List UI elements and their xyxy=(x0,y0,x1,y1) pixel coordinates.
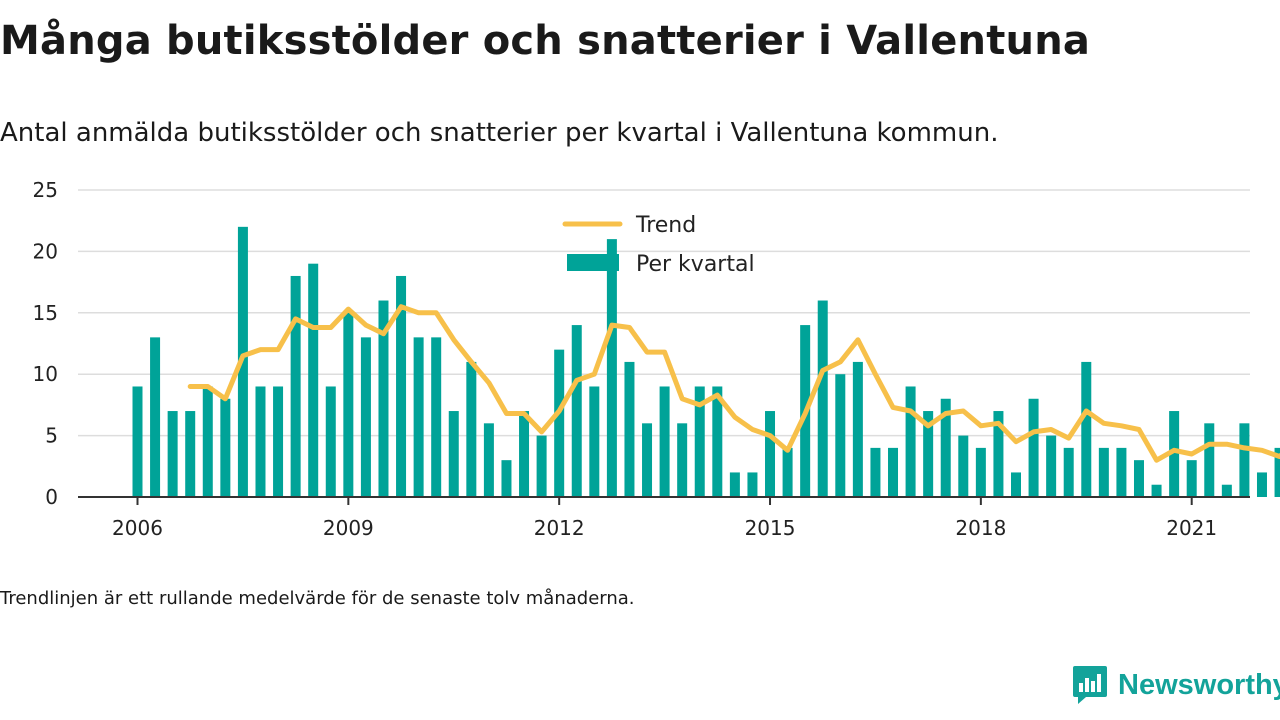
x-tick-label: 2012 xyxy=(534,516,585,540)
x-tick-label: 2021 xyxy=(1166,516,1217,540)
y-tick-label: 10 xyxy=(33,362,58,386)
bar xyxy=(589,386,600,497)
bar xyxy=(659,386,670,497)
bar xyxy=(642,423,653,497)
brand-logo: Newsworthy xyxy=(1072,664,1280,706)
bar xyxy=(1011,472,1021,497)
legend-bars-label: Per kvartal xyxy=(636,252,755,277)
bar xyxy=(958,435,969,497)
bar xyxy=(483,423,494,497)
bar xyxy=(1116,447,1127,497)
x-tick-label: 2018 xyxy=(955,516,1006,540)
bar xyxy=(325,386,336,497)
bar xyxy=(694,386,705,497)
bar xyxy=(167,411,178,497)
bar xyxy=(624,361,635,497)
x-axis-ticks: 2006200920122015201820212024 xyxy=(112,497,1217,540)
bar xyxy=(1133,460,1144,497)
bar xyxy=(185,411,196,497)
brand-name: Newsworthy xyxy=(1118,668,1280,701)
trend-line xyxy=(187,304,1280,463)
x-tick-label: 2009 xyxy=(323,516,374,540)
bar xyxy=(1186,460,1197,497)
bar xyxy=(536,435,547,497)
newsworthy-logo-icon xyxy=(1073,666,1107,704)
bar xyxy=(888,447,899,497)
chart-subtitle: Antal anmälda butiksstölder och snatteri… xyxy=(0,118,999,148)
bar xyxy=(1221,484,1232,497)
bar xyxy=(501,460,512,497)
bar xyxy=(1274,447,1280,497)
bar xyxy=(677,423,688,497)
bar xyxy=(466,361,477,497)
bar xyxy=(1063,447,1074,497)
bar-series-per-kvartal xyxy=(132,226,1280,497)
bar xyxy=(940,398,951,497)
bar xyxy=(975,447,986,497)
bar xyxy=(852,361,863,497)
x-tick-label: 2015 xyxy=(745,516,796,540)
bar xyxy=(835,374,846,497)
legend: Trend Per kvartal xyxy=(562,213,755,277)
bar xyxy=(448,411,459,497)
bar xyxy=(431,337,442,497)
bar xyxy=(519,411,530,497)
y-tick-label: 5 xyxy=(45,424,58,448)
y-tick-label: 15 xyxy=(33,301,58,325)
footnote: Trendlinjen är ett rullande medelvärde f… xyxy=(0,588,635,609)
bar xyxy=(712,386,723,497)
bar xyxy=(765,411,776,497)
bar xyxy=(1081,361,1092,497)
chart-title: Många butiksstölder och snatterier i Val… xyxy=(0,18,1091,64)
line-series-trend xyxy=(187,304,1280,463)
bar xyxy=(1028,398,1039,497)
bar xyxy=(782,447,793,497)
bar xyxy=(606,239,617,497)
bar xyxy=(571,325,582,497)
y-tick-label: 25 xyxy=(33,178,58,202)
bar xyxy=(343,312,354,497)
bar xyxy=(729,472,740,497)
bar xyxy=(993,411,1004,497)
bar xyxy=(1256,472,1267,497)
bar xyxy=(255,386,266,497)
bar xyxy=(150,337,161,497)
bar xyxy=(1169,411,1180,497)
bar xyxy=(923,411,934,497)
bar xyxy=(1151,484,1162,497)
legend-trend-label: Trend xyxy=(635,213,696,238)
bar xyxy=(1098,447,1109,497)
y-tick-label: 20 xyxy=(33,239,58,263)
bar xyxy=(905,386,916,497)
bar xyxy=(817,300,828,497)
bar xyxy=(1046,435,1057,497)
bar xyxy=(360,337,371,497)
bar xyxy=(378,300,389,497)
x-tick-label: 2006 xyxy=(112,516,163,540)
bar xyxy=(132,386,143,497)
bar xyxy=(220,398,231,497)
y-tick-label: 0 xyxy=(45,485,58,509)
bar xyxy=(554,349,565,497)
bar xyxy=(870,447,881,497)
bar xyxy=(308,263,319,497)
bar xyxy=(1239,423,1250,497)
bar xyxy=(290,275,301,497)
bar xyxy=(396,275,407,497)
bar xyxy=(747,472,758,497)
bar xyxy=(273,386,284,497)
bar xyxy=(1204,423,1215,497)
legend-bars-swatch xyxy=(567,254,619,271)
bar xyxy=(202,386,213,497)
bar xyxy=(413,337,424,497)
y-axis-ticks: 0 5 10 15 20 25 xyxy=(33,178,58,509)
